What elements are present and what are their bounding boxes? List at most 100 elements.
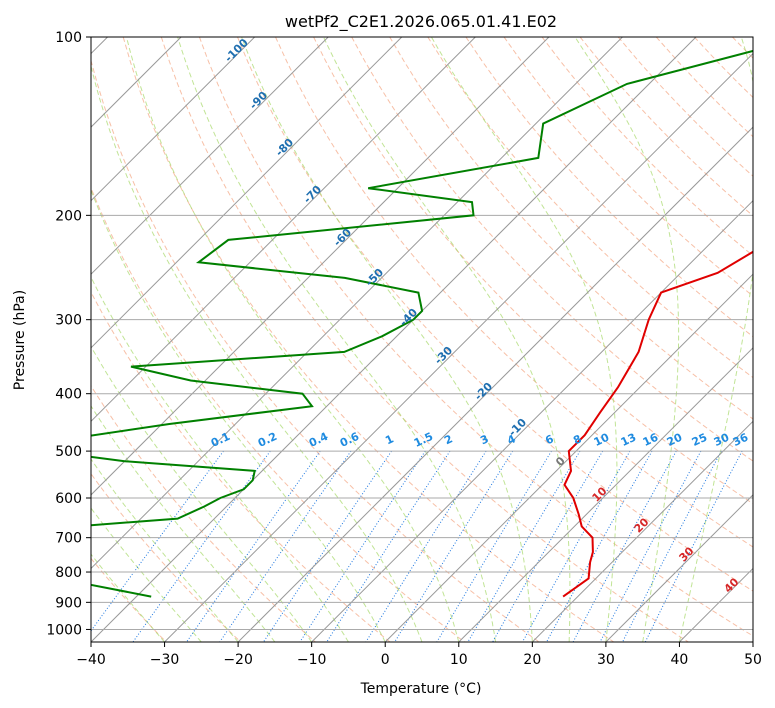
mixing-ratio-label: 13: [619, 431, 638, 449]
isotherm-line: [91, 37, 697, 642]
dry-adiabat-label: -70: [301, 183, 324, 206]
mixing-ratio-line: [572, 450, 677, 642]
moist-adiabat-line: [430, 37, 618, 642]
x-tick-label: 40: [671, 652, 689, 668]
moist-adiabat-line: [678, 37, 753, 642]
mixing-ratio-label: 10: [592, 431, 612, 449]
y-tick-label: 900: [55, 595, 82, 611]
dry-adiabat-line: [732, 37, 753, 59]
dry-adiabat-line: [275, 37, 753, 548]
y-tick-label: 600: [55, 491, 82, 507]
isotherm-line: [91, 37, 329, 275]
y-tick-label: 200: [55, 208, 82, 224]
dry-adiabat-label: 20: [632, 515, 652, 535]
mixing-ratio-line: [522, 450, 631, 642]
moist-adiabat-line: [91, 458, 239, 642]
moist-adiabat-line: [91, 345, 313, 642]
mixing-ratio-line: [326, 450, 451, 642]
x-tick-label: 30: [597, 652, 615, 668]
x-tick-label: −30: [150, 652, 180, 668]
x-tick-label: 0: [381, 652, 390, 668]
isotherm-line: [605, 494, 753, 642]
mixing-ratio-line: [467, 450, 581, 642]
dry-adiabat-line: [693, 37, 753, 99]
y-tick-label: 100: [55, 30, 82, 46]
mixing-ratio-label: 1: [383, 432, 395, 447]
dry-adiabat-label: -30: [432, 344, 455, 367]
isotherm-line: [458, 347, 753, 642]
dewpoint-profile-line: [91, 49, 753, 598]
moist-adiabat-line: [91, 405, 276, 642]
dry-adiabat-label: 30: [677, 544, 697, 564]
y-axis: 100 200 300 400 500 600 700 800 900 1000: [46, 30, 91, 638]
dry-adiabat-label: -90: [247, 89, 270, 112]
dry-adiabat-line: [465, 37, 753, 338]
moist-adiabat-line: [177, 37, 497, 642]
dry-adiabat-line: [91, 384, 316, 642]
x-tick-label: 50: [744, 652, 762, 668]
isopleth-labels: -100-90-80-70-60-50-40-30-20-10010203040…: [209, 36, 751, 596]
mixing-ratio-line: [186, 450, 321, 642]
isotherm-line: [164, 52, 753, 642]
plot-frame: [90, 36, 754, 643]
mixing-ratio-line: [219, 450, 352, 642]
temperature-profile-line: [562, 250, 753, 598]
mixing-ratio-line: [394, 450, 514, 642]
moist-adiabat-line: [241, 37, 533, 642]
mixing-ratio-label: 25: [690, 431, 709, 449]
background-lines: [91, 37, 775, 642]
mixing-ratio-label: 2: [442, 432, 454, 447]
mixing-ratio-label: 3: [478, 432, 490, 447]
isotherm-line: [91, 37, 476, 423]
y-tick-label: 500: [55, 444, 82, 460]
mixing-ratio-label: 0.1: [209, 430, 232, 450]
isotherm-line: [752, 641, 753, 642]
x-tick-label: −40: [76, 652, 106, 668]
mixing-ratio-label: 0.4: [307, 430, 330, 450]
y-tick-label: 300: [55, 313, 82, 329]
isotherm-line: [311, 199, 753, 642]
dry-adiabat-line: [655, 37, 753, 138]
dry-adiabat-label: 40: [722, 575, 742, 595]
dry-adiabat-label: 10: [590, 484, 610, 504]
isotherm-line: [91, 37, 550, 496]
dry-adiabat-line: [160, 37, 689, 642]
dry-adiabat-line: [91, 291, 391, 642]
mixing-ratio-label: 0.2: [256, 430, 279, 450]
isotherm-line: [91, 37, 256, 202]
dry-adiabat-line: [237, 37, 753, 592]
isotherm-line: [531, 420, 753, 642]
dry-adiabat-line: [389, 37, 753, 420]
moist-adiabat-line: [574, 37, 680, 642]
dry-adiabat-line: [579, 37, 753, 217]
profile-lines: [91, 49, 753, 598]
x-tick-label: 10: [450, 652, 468, 668]
dry-adiabat-line: [427, 37, 753, 379]
dry-adiabat-line: [541, 37, 753, 257]
y-tick-label: 400: [55, 387, 82, 403]
dry-adiabat-line: [771, 37, 775, 642]
y-tick-label: 1000: [46, 622, 82, 638]
y-tick-label: 700: [55, 531, 82, 547]
x-axis: −40 −30 −20 −10 0 10 20 30 40 50: [76, 642, 762, 668]
mixing-ratio-line: [644, 450, 743, 642]
y-axis-label: Pressure (hPa): [12, 290, 28, 390]
dry-adiabat-line: [351, 37, 753, 462]
mixing-ratio-line: [436, 450, 552, 642]
moist-adiabat-line: [91, 188, 386, 642]
mixing-ratio-label: 30: [712, 431, 732, 449]
moist-adiabat-line: [91, 64, 423, 642]
dry-adiabat-line: [122, 37, 614, 642]
mixing-ratio-label: 20: [665, 431, 685, 449]
mixing-ratio-label: 16: [641, 431, 661, 449]
x-tick-label: −10: [297, 652, 327, 668]
moist-adiabat-line: [91, 275, 349, 642]
x-tick-label: −20: [223, 652, 253, 668]
moist-adiabat-line: [323, 37, 571, 642]
x-axis-label: Temperature (°C): [360, 681, 482, 697]
dry-adiabat-line: [503, 37, 753, 297]
mixing-ratio-line: [599, 450, 702, 642]
isotherm-line: [91, 37, 403, 349]
dry-adiabat-label: -80: [273, 136, 296, 159]
mixing-ratio-label: 36: [731, 431, 751, 449]
